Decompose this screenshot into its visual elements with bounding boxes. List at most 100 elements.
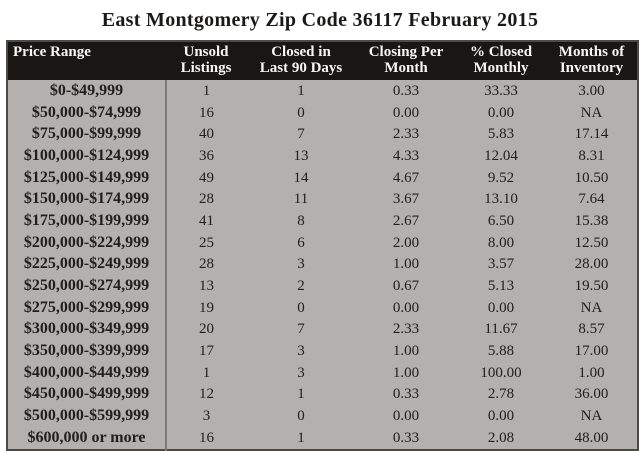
cell-closed_last_90_days: 3 [297,343,305,360]
table-header: Price Range Unsold Listings Closed in Last 9… [7,41,638,80]
cell-closing_per_month: 4.33 [392,147,420,164]
cell-unsold_listings: 41 [199,212,214,229]
cell-months_of_inventory: 48.00 [574,429,609,446]
cell-price_range: $125,000-$149,999 [7,166,167,189]
cell-price_range: $225,000-$249,999 [7,253,167,276]
cell-unsold_listings: 3 [202,408,211,425]
cell-pct_closed_monthly: 6.50 [487,212,515,229]
cell-months_of_inventory: 19.50 [574,278,609,295]
cell-closing_per_month: 3.67 [392,191,420,208]
cell-closing_per_month: 0.33 [392,82,420,99]
cell-closed_last_90_days: 7 [297,321,305,338]
cell-closing_per_month: 1.00 [392,343,420,360]
cell-closing_per_month: 2.00 [392,234,420,251]
cell-price_range: $250,000-$274,999 [7,275,167,297]
cell-price_range: $500,000-$599,999 [7,405,167,427]
column-header-line: Monthly [473,60,529,76]
cell-unsold_listings: 49 [199,169,214,186]
table-row: $225,000-$249,999 28 3 1.00 3.57 28.00 [7,253,638,276]
cell-unsold_listings: 20 [199,321,214,338]
cell-price_range: $0-$49,999 [7,80,167,102]
table-row: $0-$49,999 1 1 0.33 33.33 3.00 [7,80,638,102]
cell-pct_closed_monthly: 3.57 [487,256,515,273]
column-header-line: Inventory [559,60,624,76]
cell-price_range: $600,000 or more [7,427,167,450]
cell-months_of_inventory: 8.57 [578,321,605,338]
cell-months_of_inventory: 8.31 [578,147,605,164]
cell-pct_closed_monthly: 5.88 [487,343,515,360]
cell-pct_closed_monthly: 8.00 [487,234,515,251]
cell-closing_per_month: 0.33 [392,429,420,446]
cell-closing_per_month: 2.67 [392,212,420,229]
column-header-line: Last 90 Days [259,60,343,76]
cell-price_range: $175,000-$199,999 [7,210,167,232]
cell-unsold_listings: 19 [199,299,214,316]
table-row: $300,000-$349,999 20 7 2.33 11.67 8.57 [7,318,638,341]
cell-closed_last_90_days: 11 [293,191,309,208]
table-row: $50,000-$74,999 16 0 0.00 0.00 NA [7,101,638,124]
cell-closing_per_month: 0.67 [392,278,420,295]
column-header-line: Months of [558,44,625,60]
cell-months_of_inventory: 12.50 [574,234,609,251]
cell-closing_per_month: 0.00 [392,104,420,121]
table-row: $450,000-$499,999 12 1 0.33 2.78 36.00 [7,383,638,406]
cell-price_range: $50,000-$74,999 [7,101,167,124]
column-header-line: % Closed [469,44,533,60]
column-header-line: Closing Per [368,44,444,60]
table-row: $600,000 or more 16 1 0.33 2.08 48.00 [7,427,638,450]
cell-months_of_inventory: NA [580,104,603,121]
cell-price_range: $350,000-$399,999 [7,340,167,362]
cell-price_range: $275,000-$299,999 [7,296,167,319]
cell-months_of_inventory: 36.00 [574,386,609,403]
cell-pct_closed_monthly: 9.52 [487,169,515,186]
cell-unsold_listings: 25 [199,234,214,251]
cell-months_of_inventory: 28.00 [574,256,609,273]
cell-closing_per_month: 2.33 [392,321,420,338]
cell-price_range: $300,000-$349,999 [7,318,167,341]
column-header-unsold_listings: Unsold Listings [166,41,246,80]
cell-closed_last_90_days: 3 [297,364,305,381]
column-header-closed_last_90_days: Closed in Last 90 Days [246,41,356,80]
column-header-months_of_inventory: Months of Inventory [546,41,638,80]
cell-pct_closed_monthly: 0.00 [487,104,515,121]
table-row: $350,000-$399,999 17 3 1.00 5.88 17.00 [7,340,638,362]
column-header-line: Month [384,60,428,76]
cell-unsold_listings: 16 [199,429,214,446]
table-row: $500,000-$599,999 3 0 0.00 0.00 NA [7,405,638,427]
cell-months_of_inventory: 7.64 [578,191,605,208]
cell-closed_last_90_days: 1 [297,82,305,99]
header-row: Price Range Unsold Listings Closed in Last 9… [7,41,638,80]
cell-closed_last_90_days: 3 [297,256,305,273]
column-header-line: Unsold [183,44,229,60]
cell-pct_closed_monthly: 100.00 [480,364,522,381]
cell-months_of_inventory: 10.50 [574,169,609,186]
table-row: $150,000-$174,999 28 11 3.67 13.10 7.64 [7,188,638,211]
cell-unsold_listings: 28 [199,191,214,208]
cell-pct_closed_monthly: 5.83 [487,126,515,143]
cell-closing_per_month: 0.33 [392,386,420,403]
table-row: $125,000-$149,999 49 14 4.67 9.52 10.50 [7,166,638,189]
cell-unsold_listings: 40 [199,126,214,143]
cell-price_range: $150,000-$174,999 [7,188,167,211]
table-row: $200,000-$224,999 25 6 2.00 8.00 12.50 [7,231,638,254]
cell-pct_closed_monthly: 0.00 [487,299,515,316]
cell-months_of_inventory: NA [580,408,603,425]
cell-closing_per_month: 1.00 [392,256,420,273]
cell-closed_last_90_days: 0 [297,104,305,121]
cell-closed_last_90_days: 14 [293,169,309,186]
column-header-closing_per_month: Closing Per Month [356,41,456,80]
cell-unsold_listings: 1 [202,364,211,381]
table-row: $75,000-$99,999 40 7 2.33 5.83 17.14 [7,123,638,146]
cell-months_of_inventory: NA [580,299,603,316]
page-title: East Montgomery Zip Code 36117 February … [101,9,539,31]
cell-unsold_listings: 28 [199,256,214,273]
cell-closed_last_90_days: 2 [297,278,305,295]
cell-months_of_inventory: 17.14 [574,126,609,143]
cell-closing_per_month: 0.00 [392,299,420,316]
cell-closed_last_90_days: 8 [297,212,305,229]
cell-closing_per_month: 2.33 [392,126,420,143]
table-row: $100,000-$124,999 36 13 4.33 12.04 8.31 [7,145,638,167]
cell-unsold_listings: 12 [199,386,214,403]
table-row: $400,000-$449,999 1 3 1.00 100.00 1.00 [7,361,638,384]
